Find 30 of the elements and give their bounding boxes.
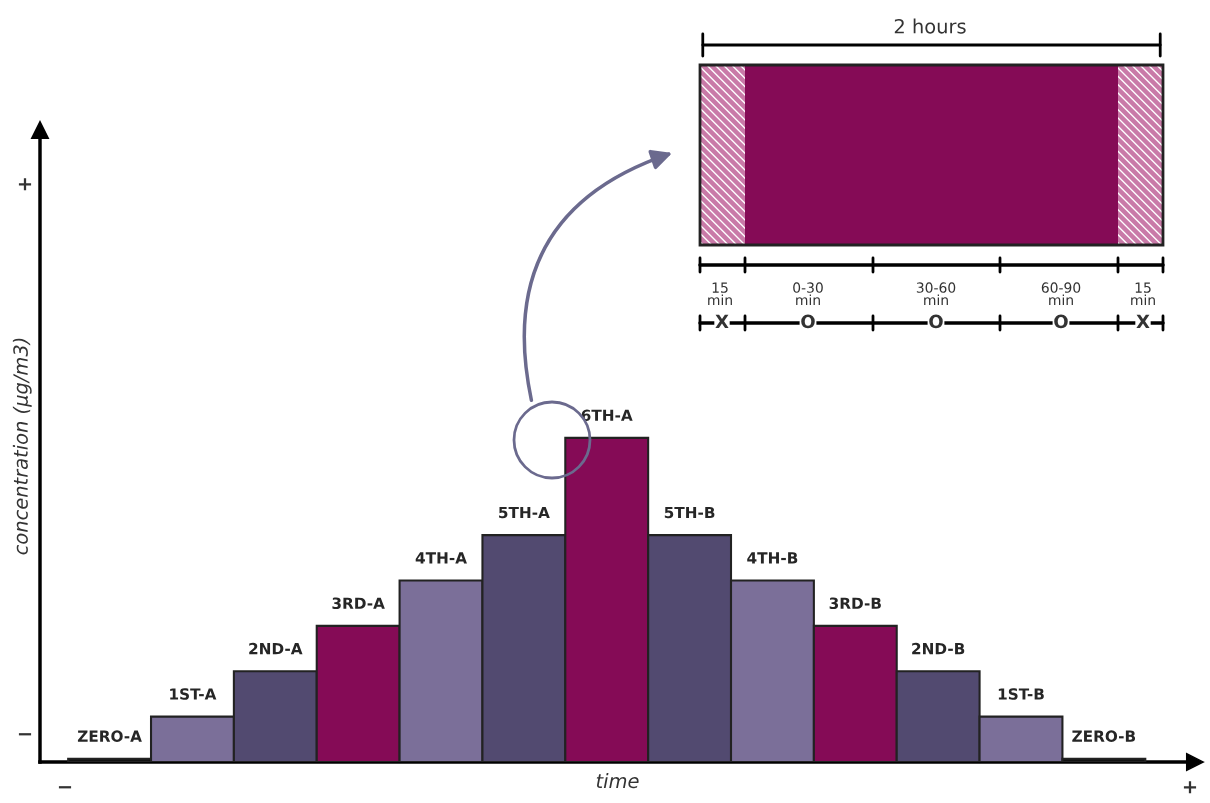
text: 2 hours bbox=[894, 18, 966, 34]
text: X bbox=[1136, 314, 1150, 328]
x-tick-label: 3RD-B bbox=[829, 597, 881, 610]
x-tick-label: 5TH-B bbox=[664, 506, 715, 519]
x-tick-label: 2ND-A bbox=[249, 642, 303, 655]
x-tick-label: 4TH-A bbox=[415, 552, 467, 564]
text: O bbox=[801, 314, 815, 329]
x-tick-label: ZERO-A bbox=[77, 730, 142, 742]
text: + bbox=[18, 178, 32, 191]
x-axis-title: time bbox=[596, 773, 639, 789]
x-tick-label: 1ST-A bbox=[170, 688, 217, 700]
text: − bbox=[18, 733, 32, 736]
text: X bbox=[715, 314, 729, 328]
x-tick-label: 6TH-A bbox=[581, 409, 633, 422]
text: + bbox=[1183, 781, 1197, 794]
x-tick-label: 2ND-B bbox=[912, 642, 965, 655]
text: 30-60 min bbox=[916, 282, 956, 306]
x-tick-label: ZERO-B bbox=[1072, 730, 1136, 742]
x-tick-label: 4TH-B bbox=[747, 552, 798, 564]
text: 0-30 min bbox=[793, 282, 823, 306]
text: 60-90 min bbox=[1041, 282, 1081, 306]
x-tick-label: 5TH-A bbox=[499, 506, 550, 519]
x-tick-label: 1ST-B bbox=[998, 688, 1044, 700]
x-tick-label: 3RD-A bbox=[332, 597, 385, 610]
text: 15 min bbox=[708, 282, 732, 306]
text: O bbox=[1054, 314, 1068, 329]
y-axis-title: concentration (µg/m3) bbox=[12, 338, 32, 555]
text: − bbox=[58, 786, 72, 789]
text: O bbox=[929, 314, 943, 329]
text: 15 min bbox=[1131, 282, 1155, 306]
